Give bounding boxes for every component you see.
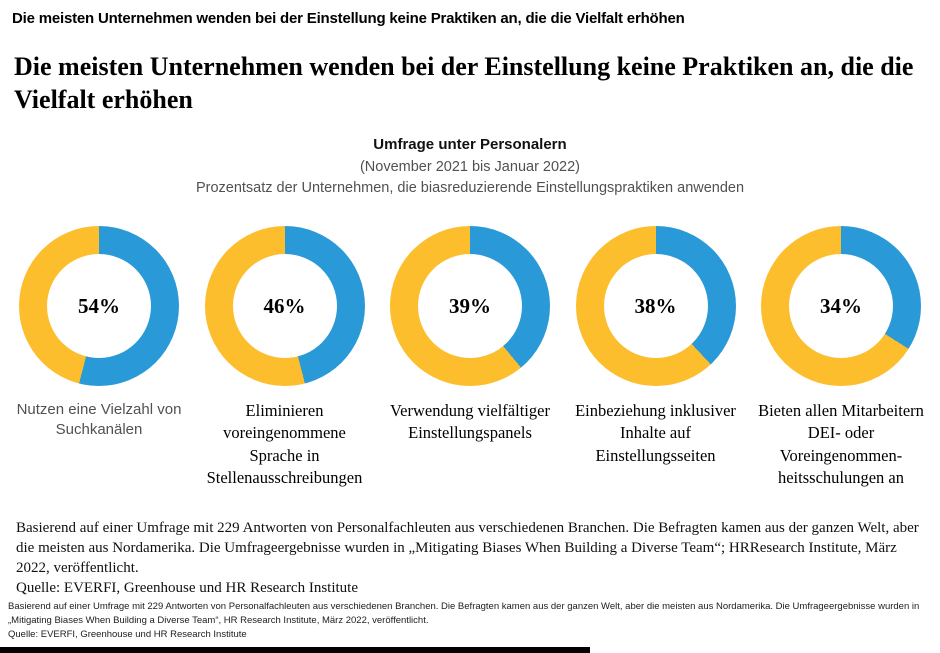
chart-column-search-channels: 54% Nutzen eine Vielzahl von Suchkanälen [10,226,188,489]
footnote-serif: Basierend auf einer Umfrage mit 229 Antw… [16,519,928,599]
donut-chart: 54% [19,226,179,386]
chart-subtitle-block: Umfrage unter Personalern (November 2021… [0,134,940,200]
donut-chart: 46% [204,226,365,386]
donut-hole: 54% [47,254,151,358]
donut-value-label: 46% [263,293,306,318]
donut-chart: 38% [575,226,736,386]
donut-charts-row: 54% Nutzen eine Vielzahl von Suchkanälen… [0,226,940,489]
chart-column-biased-language: 46% Eliminieren voreingenommene Sprache … [196,226,374,489]
footnote-small-body: Basierend auf einer Umfrage mit 229 Antw… [8,601,920,626]
footnote-small: Basierend auf einer Umfrage mit 229 Antw… [8,600,934,641]
donut-chart: 34% [761,226,921,386]
donut-chart: 39% [390,226,550,386]
donut-caption: Verwendung vielfältiger Einstellungspane… [390,401,550,443]
donut-caption: Nutzen eine Vielzahl von Suchkanälen [16,401,182,439]
survey-description: Prozentsatz der Unternehmen, die biasred… [195,180,745,197]
donut-hole: 46% [232,254,337,358]
donut-value-label: 34% [820,293,862,318]
donut-value-label: 39% [449,293,491,318]
donut-hole: 39% [418,254,522,358]
survey-heading: Umfrage unter Personalern [373,136,567,153]
donut-value-label: 54% [78,293,120,318]
donut-caption: Bieten allen Mitarbeitern DEI- oder Vore… [758,401,924,487]
donut-value-label: 38% [634,293,677,318]
footnote-small-source: Quelle: EVERFI, Greenhouse und HR Resear… [8,628,247,640]
chart-column-dei-training: 34% Bieten allen Mitarbeitern DEI- oder … [752,226,930,489]
bottom-black-bar [0,647,590,653]
donut-caption: Eliminieren voreingenommene Sprache in S… [206,401,363,487]
chart-column-inclusive-content: 38% Einbeziehung inklusiver Inhalte auf … [567,226,745,489]
window-caption-title: Die meisten Unternehmen wenden bei der E… [12,10,685,27]
page-title: Die meisten Unternehmen wenden bei der E… [14,52,914,114]
donut-caption: Einbeziehung inklusiver Inhalte auf Eins… [575,401,736,465]
survey-period: (November 2021 bis Januar 2022) [359,158,581,175]
footnote-serif-source: Quelle: EVERFI, Greenhouse und HR Resear… [16,580,359,597]
donut-hole: 34% [789,254,893,358]
chart-column-diverse-panels: 39% Verwendung vielfältiger Einstellungs… [381,226,559,489]
footnote-serif-body: Basierend auf einer Umfrage mit 229 Antw… [16,520,919,576]
donut-hole: 38% [603,254,708,358]
